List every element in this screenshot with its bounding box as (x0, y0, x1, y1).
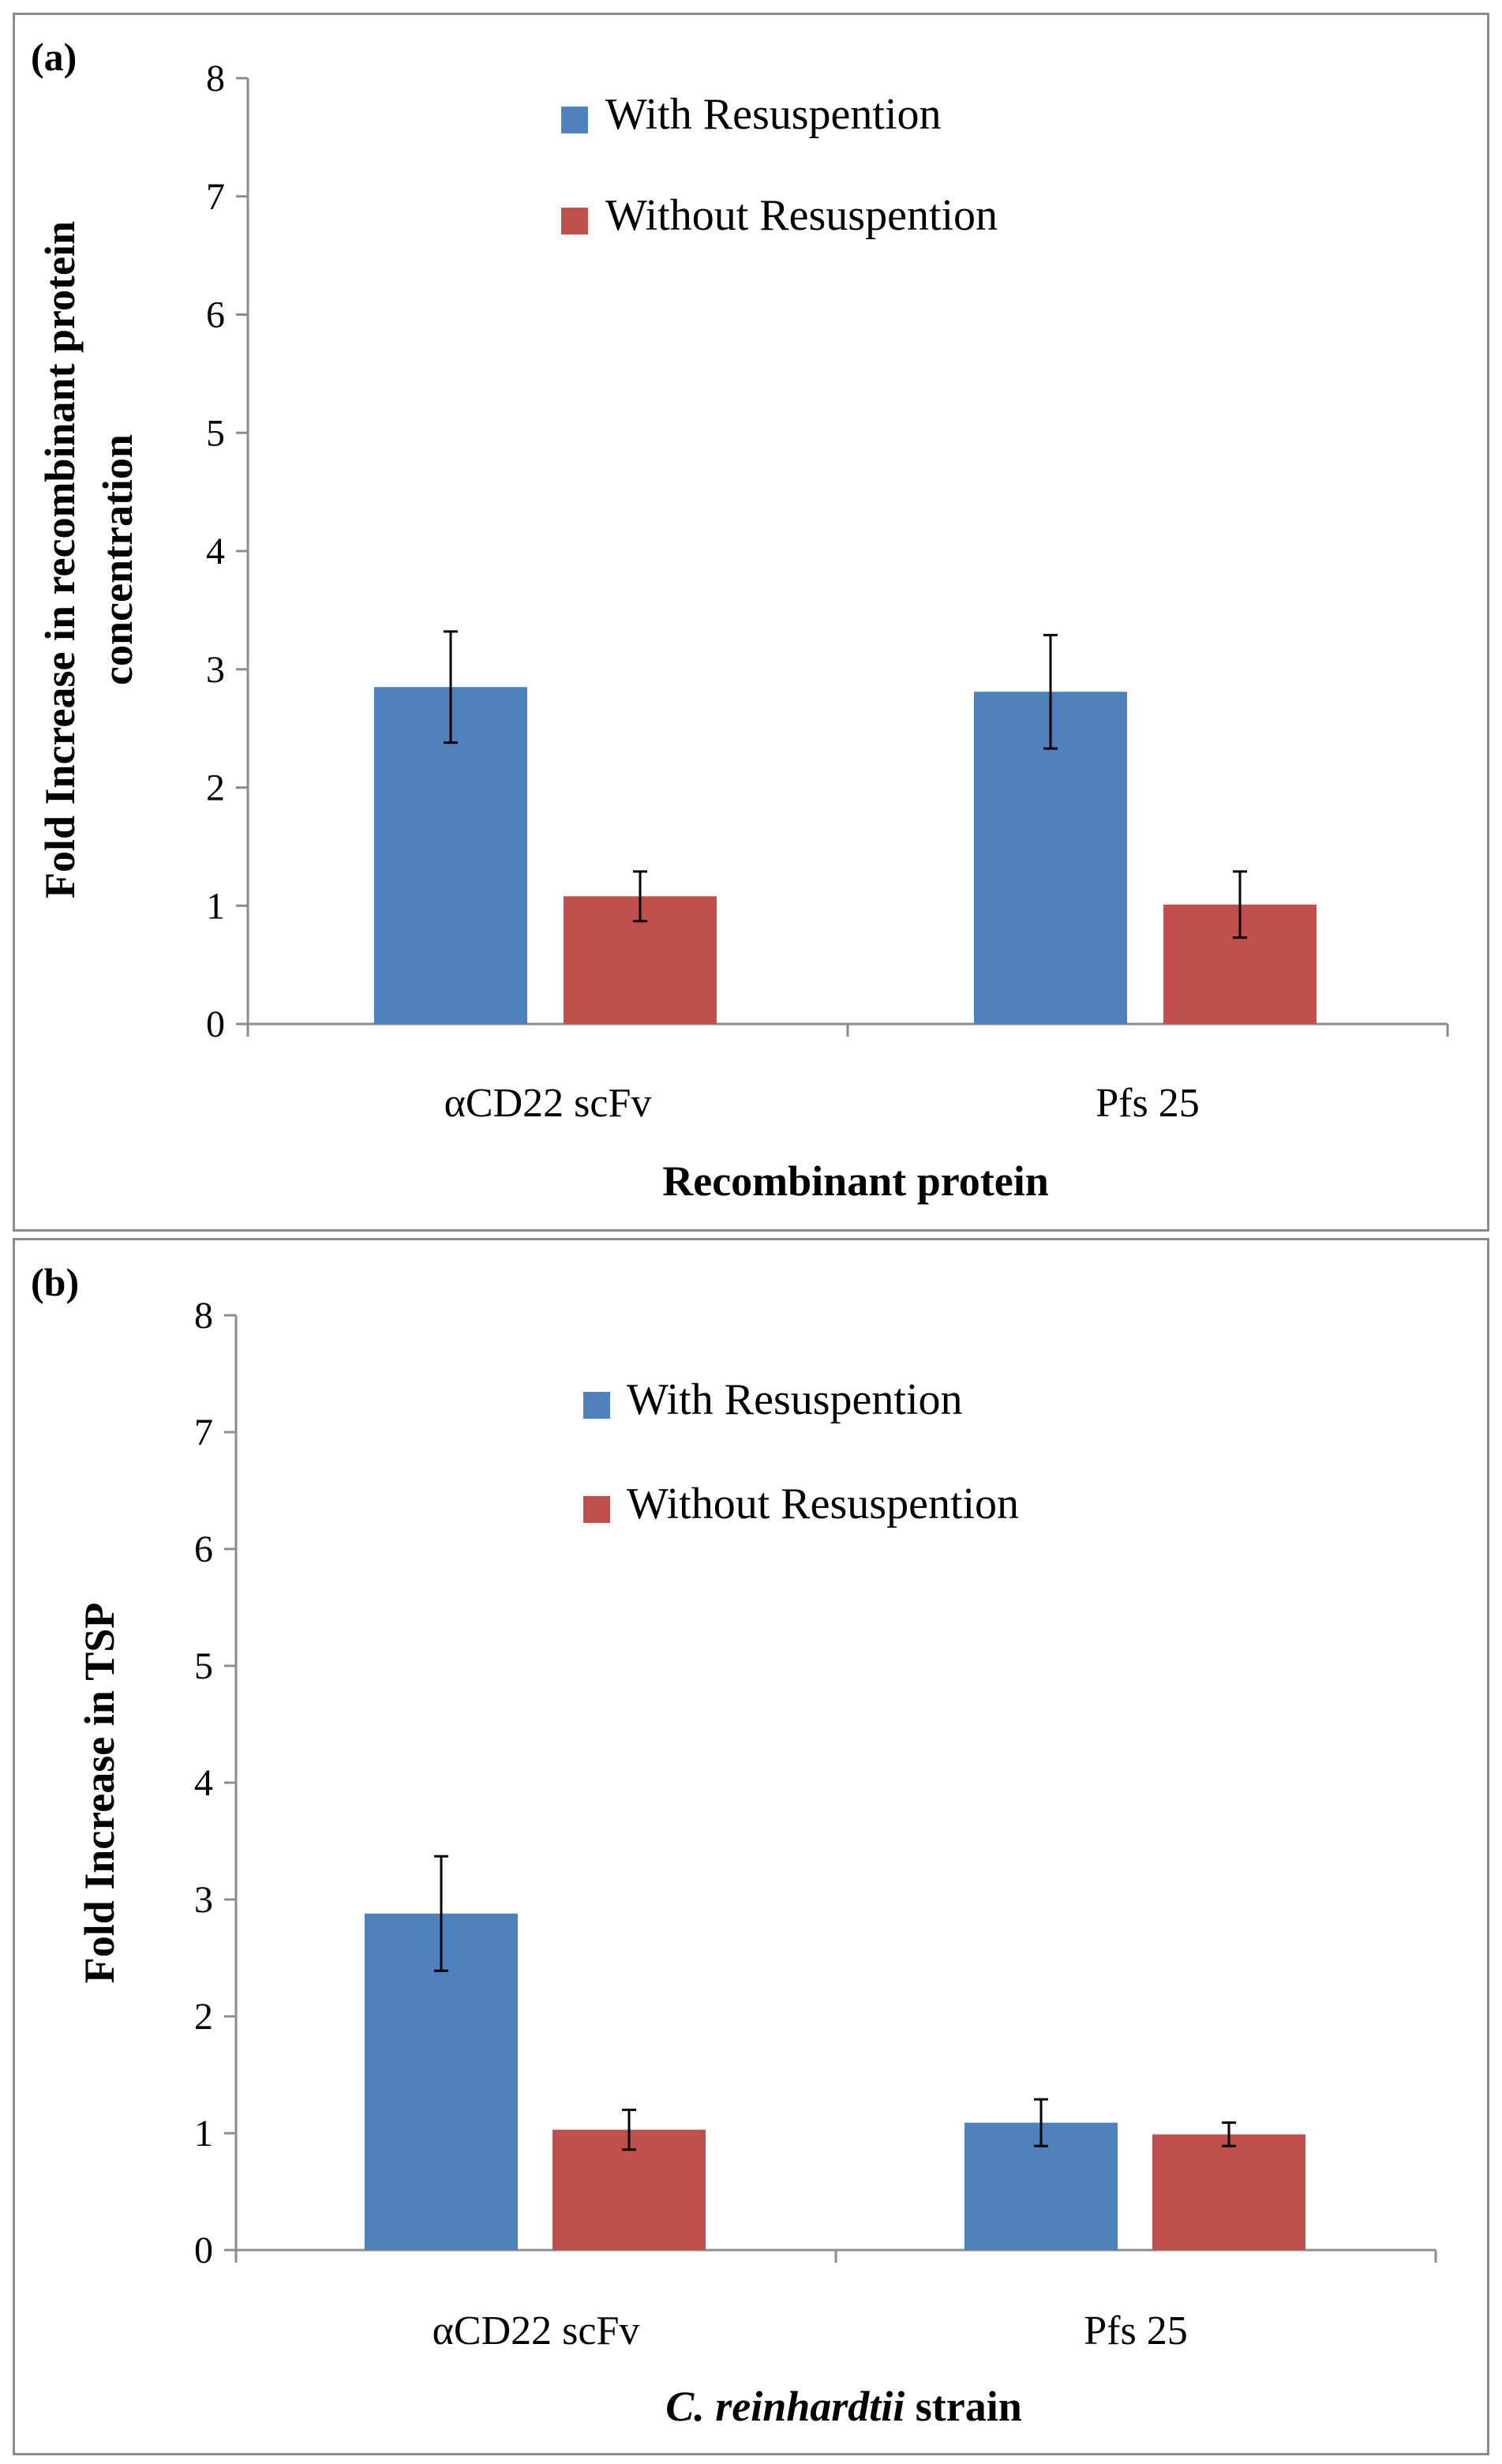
chart-b: (b) 0 1 2 3 4 5 6 7 8 αCD22 scFv Pfs 25 C. reinhardt… (31, 1260, 1437, 2430)
chart-a: (a) 0 1 2 3 4 5 6 7 8 αCD22 scFv Pfs 25 Recombinant … (31, 35, 1449, 1205)
y-tick-label: 0 (194, 2230, 213, 2271)
legend-label: With Resuspention (627, 1375, 963, 1424)
x-axis-title-part: strain (905, 2383, 1022, 2430)
legend-swatch-with (583, 1392, 610, 1419)
x-axis-title-part: Recombinant protein (662, 1157, 1049, 1205)
x-category-label: Pfs 25 (1096, 1081, 1199, 1126)
x-axis-title-part: C. reinhardtii (665, 2383, 905, 2430)
legend-swatch-without (561, 208, 588, 234)
panel-label: (b) (31, 1260, 79, 1304)
x-category-label: αCD22 scFv (444, 1081, 652, 1126)
y-tick-label: 6 (206, 294, 225, 336)
panel-label: (a) (31, 35, 77, 79)
y-tick-label: 2 (206, 767, 225, 809)
x-axis-title: Recombinant protein (662, 1157, 1049, 1205)
chart-panel-a: (a) 0 1 2 3 4 5 6 7 8 αCD22 scFv Pfs 25 Recombinant … (13, 13, 1489, 1232)
legend-label: Without Resuspention (605, 191, 998, 240)
y-tick-label: 7 (194, 1412, 213, 1453)
x-category-label: αCD22 scFv (433, 2308, 640, 2353)
y-tick-label: 0 (206, 1003, 225, 1045)
y-axis-title: concentration (94, 434, 141, 685)
legend-swatch-with (561, 107, 588, 133)
bar-without-resuspention (1152, 2134, 1305, 2250)
y-tick-label: 6 (194, 1528, 213, 1570)
y-tick-label: 4 (206, 531, 225, 572)
y-tick-label: 4 (194, 1762, 213, 1804)
legend-swatch-without (583, 1496, 610, 1523)
legend-label: Without Resuspention (627, 1480, 1019, 1528)
y-tick-label: 3 (194, 1879, 213, 1921)
x-axis-title: C. reinhardtii strain (665, 2383, 1022, 2430)
chart-panel-b: (b) 0 1 2 3 4 5 6 7 8 αCD22 scFv Pfs 25 C. reinhardt… (13, 1238, 1489, 2455)
y-axis-title: Fold Increase in TSP (76, 1603, 123, 1984)
y-tick-label: 7 (206, 176, 225, 218)
y-tick-label: 8 (206, 58, 225, 99)
legend-label: With Resuspention (605, 90, 942, 139)
y-tick-label: 5 (194, 1645, 213, 1687)
y-tick-label: 1 (206, 885, 225, 927)
y-tick-label: 5 (206, 412, 225, 454)
y-tick-label: 3 (206, 649, 225, 691)
y-tick-label: 8 (194, 1295, 213, 1337)
y-axis-title: Fold Increase in recombinant protein (36, 221, 84, 898)
y-tick-label: 1 (194, 2113, 213, 2155)
y-tick-label: 2 (194, 1996, 213, 2038)
x-category-label: Pfs 25 (1084, 2308, 1187, 2353)
